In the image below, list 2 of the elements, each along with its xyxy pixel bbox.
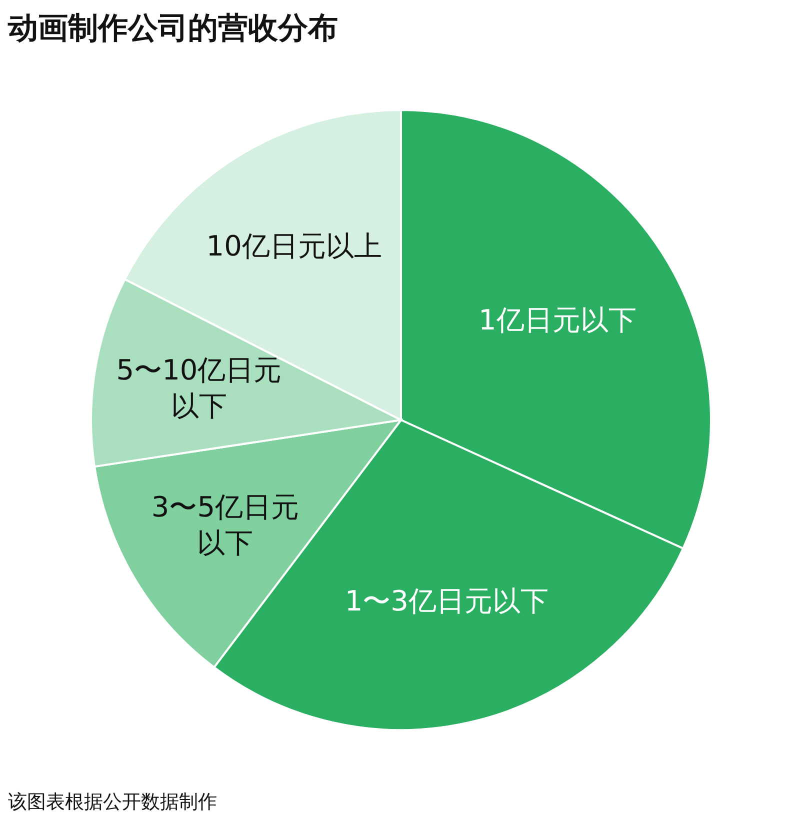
title: 动画制作公司的营收分布 xyxy=(8,11,338,46)
annotation: 该图表根据公开数据制作 xyxy=(8,791,217,813)
